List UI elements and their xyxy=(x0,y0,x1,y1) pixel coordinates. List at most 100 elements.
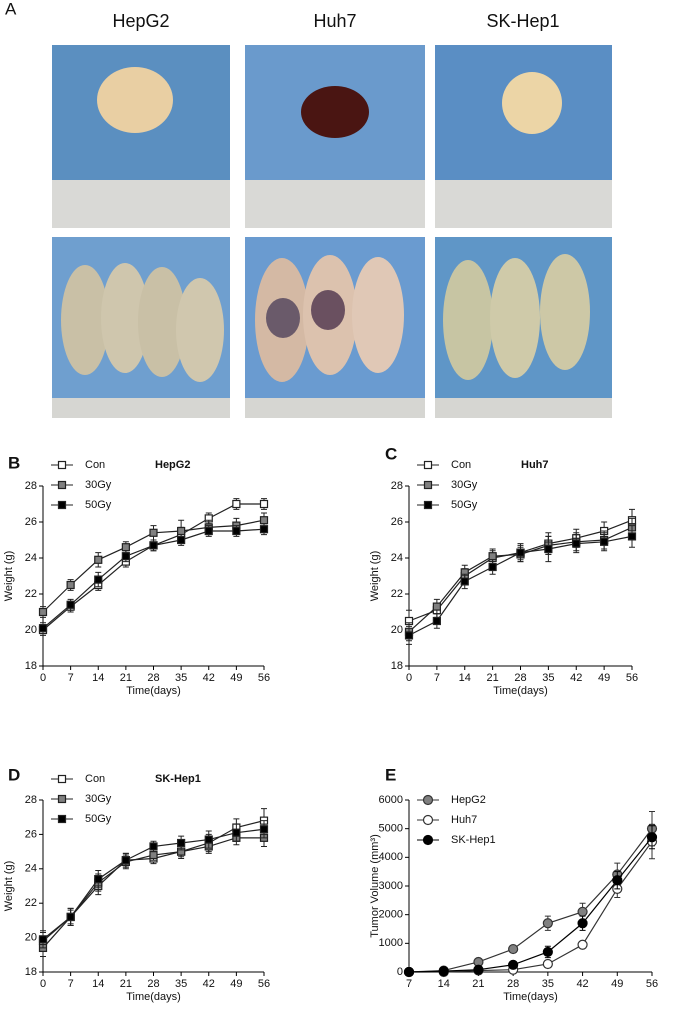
y-tick-label: 18 xyxy=(25,660,37,672)
data-point xyxy=(121,552,130,561)
data-point xyxy=(232,499,241,509)
x-tick-label: 7 xyxy=(406,978,412,990)
legend-marker xyxy=(57,814,67,824)
x-tick-label: 7 xyxy=(434,672,440,684)
data-point xyxy=(646,832,658,843)
y-axis-label: Weight (g) xyxy=(369,551,381,602)
y-tick-label: 28 xyxy=(25,794,37,806)
x-tick-label: 56 xyxy=(646,978,658,990)
legend-label: 30Gy xyxy=(85,479,112,491)
legend-label: Con xyxy=(85,773,105,785)
data-point xyxy=(432,616,441,626)
x-tick-label: 56 xyxy=(626,672,638,684)
data-point xyxy=(94,575,103,584)
data-point xyxy=(508,943,519,955)
y-tick-label: 24 xyxy=(25,863,37,875)
x-tick-label: 28 xyxy=(147,978,159,990)
data-point xyxy=(473,964,484,975)
x-tick-label: 0 xyxy=(40,978,46,990)
x-tick-label: 56 xyxy=(258,978,270,990)
y-tick-label: 18 xyxy=(391,660,403,672)
data-point xyxy=(149,842,158,851)
y-tick-label: 24 xyxy=(391,552,403,564)
x-tick-label: 21 xyxy=(120,672,132,684)
data-point xyxy=(38,607,48,617)
data-point xyxy=(259,499,269,509)
data-point xyxy=(38,935,48,944)
legend-label: 30Gy xyxy=(85,793,112,805)
data-point xyxy=(259,525,269,534)
photo-title: HepG2 xyxy=(112,11,169,31)
panel-letter: B xyxy=(8,453,20,472)
y-tick-label: 2000 xyxy=(379,909,403,921)
y-tick-label: 5000 xyxy=(379,823,403,835)
data-point xyxy=(600,537,609,546)
series-line xyxy=(42,820,265,942)
y-tick-label: 22 xyxy=(25,588,37,600)
series-line xyxy=(409,841,653,973)
y-axis-label: Weight (g) xyxy=(3,861,15,912)
data-point xyxy=(177,535,186,545)
x-tick-label: 21 xyxy=(472,978,484,990)
photos xyxy=(52,45,612,418)
photo-title: SK-Hep1 xyxy=(486,11,559,31)
data-point xyxy=(542,918,553,929)
legend-marker xyxy=(422,834,434,846)
legend-label: Con xyxy=(451,459,471,471)
legend-label: 50Gy xyxy=(85,813,112,825)
data-point xyxy=(460,577,469,586)
x-tick-label: 0 xyxy=(40,672,46,684)
data-point xyxy=(516,548,525,557)
x-tick-label: 42 xyxy=(203,672,215,684)
legend-marker xyxy=(422,794,434,806)
data-point xyxy=(177,838,186,848)
x-tick-label: 49 xyxy=(598,672,610,684)
y-tick-label: 18 xyxy=(25,966,37,978)
data-point xyxy=(403,966,415,978)
y-tick-label: 20 xyxy=(25,932,37,944)
data-point xyxy=(432,602,441,611)
data-point xyxy=(542,958,553,970)
chart-title: Huh7 xyxy=(521,459,549,471)
data-point xyxy=(149,528,158,537)
data-point xyxy=(259,825,269,834)
y-tick-label: 28 xyxy=(25,480,37,492)
x-tick-label: 14 xyxy=(92,978,104,990)
data-point xyxy=(177,526,186,536)
legend-label: Con xyxy=(85,459,105,471)
y-axis-label: Weight (g) xyxy=(3,551,15,602)
x-tick-label: 35 xyxy=(175,672,187,684)
y-tick-label: 22 xyxy=(25,897,37,909)
x-tick-label: 28 xyxy=(507,978,519,990)
legend-marker xyxy=(423,500,433,510)
y-tick-label: 20 xyxy=(25,624,37,636)
y-tick-label: 6000 xyxy=(379,794,403,806)
x-tick-label: 14 xyxy=(438,978,450,990)
x-tick-label: 42 xyxy=(576,978,588,990)
data-point xyxy=(66,600,75,609)
legend-label: Huh7 xyxy=(451,814,477,826)
x-tick-label: 7 xyxy=(68,978,74,990)
data-point xyxy=(627,532,637,541)
data-point xyxy=(149,541,158,550)
y-tick-label: 1000 xyxy=(379,937,403,949)
data-point xyxy=(488,562,497,572)
data-point xyxy=(149,850,158,860)
x-tick-label: 0 xyxy=(406,672,412,684)
x-tick-label: 35 xyxy=(542,672,554,684)
data-point xyxy=(488,552,497,561)
x-axis-label: Time(days) xyxy=(503,991,558,1003)
data-point xyxy=(121,856,130,865)
x-axis-label: Time(days) xyxy=(493,685,548,697)
x-tick-label: 14 xyxy=(92,672,104,684)
legend-marker xyxy=(57,794,67,804)
legend-label: SK-Hep1 xyxy=(451,834,496,846)
data-point xyxy=(66,580,75,590)
x-tick-label: 49 xyxy=(611,978,623,990)
panel-letter: D xyxy=(8,765,20,784)
panel-letter: A xyxy=(5,0,17,18)
data-point xyxy=(121,543,130,552)
photo-title: Huh7 xyxy=(313,11,356,31)
x-tick-label: 42 xyxy=(570,672,582,684)
